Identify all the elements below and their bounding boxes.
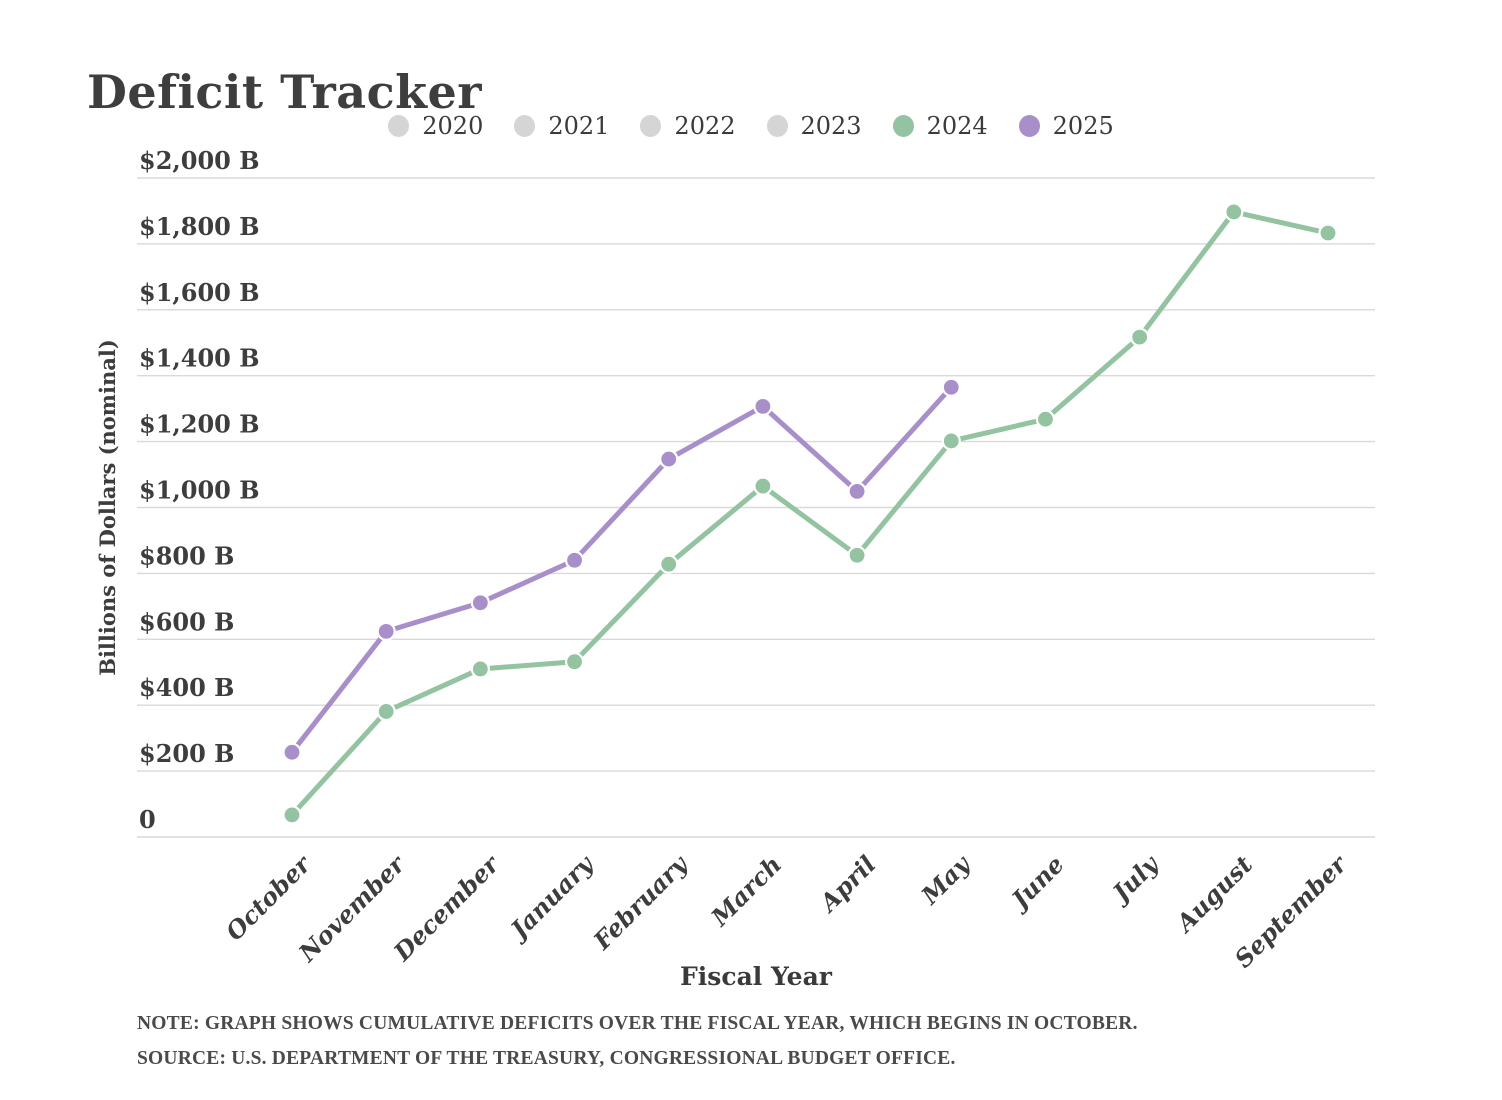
- deficit-line-chart: $2,000 B $1,800 B $1,600 B $1,400 B $1,200 B…: [95, 146, 1375, 991]
- data-point-2024-February[interactable]: [659, 554, 679, 574]
- y-axis-title: Billions of Dollars (nominal): [95, 339, 120, 676]
- legend-dot-icon: [892, 115, 914, 137]
- y-axis-tick-label: $2,000 B: [139, 146, 260, 175]
- data-point-2024-October[interactable]: [282, 805, 302, 825]
- data-point-2025-December[interactable]: [470, 593, 490, 613]
- y-axis-tick-label: $1,400 B: [139, 344, 260, 373]
- data-point-2025-February[interactable]: [659, 449, 679, 469]
- y-axis-tick-label: $1,200 B: [139, 410, 260, 439]
- legend-item-2023[interactable]: 2023: [766, 112, 862, 140]
- y-axis-tick-label: $1,000 B: [139, 476, 260, 505]
- x-axis-tick-label: October: [220, 848, 318, 946]
- legend-dot-icon: [514, 115, 536, 137]
- x-axis-tick-label: July: [1104, 848, 1165, 909]
- y-axis-tick-label: $800 B: [139, 541, 234, 570]
- y-axis-tick-label: $1,800 B: [139, 212, 260, 241]
- y-axis-tick-label: 0: [139, 805, 156, 834]
- x-axis-tick-label: March: [705, 850, 788, 933]
- x-axis-tick-label: February: [587, 848, 695, 956]
- y-axis-tick-label: $400 B: [139, 673, 234, 702]
- data-point-2025-November[interactable]: [376, 621, 396, 641]
- series-line-2024: [289, 209, 1331, 818]
- x-axis-title: Fiscal Year: [680, 962, 833, 991]
- legend-dot-icon: [388, 115, 410, 137]
- data-point-2024-April[interactable]: [847, 545, 867, 565]
- chart-source: SOURCE: U.S. DEPARTMENT OF THE TREASURY,…: [137, 1048, 956, 1069]
- x-axis-tick-label: May: [915, 848, 977, 910]
- legend: 2020 2021 2022 2023 2024 2025: [0, 112, 1502, 140]
- data-point-2025-April[interactable]: [847, 481, 867, 501]
- data-point-2024-November[interactable]: [376, 701, 396, 722]
- legend-item-2022[interactable]: 2022: [640, 112, 736, 140]
- chart-note: NOTE: GRAPH SHOWS CUMULATIVE DEFICITS OV…: [137, 1013, 1138, 1034]
- data-point-2024-December[interactable]: [470, 659, 490, 679]
- legend-item-2021[interactable]: 2021: [514, 112, 609, 140]
- y-axis-tick-label: $200 B: [139, 739, 234, 768]
- legend-item-label: 2024: [926, 112, 988, 140]
- x-axis-tick-label: June: [1003, 850, 1070, 917]
- legend-item-2020[interactable]: 2020: [388, 112, 483, 140]
- y-axis-tick-label: $600 B: [139, 607, 234, 636]
- data-point-2024-May[interactable]: [941, 431, 961, 451]
- y-axis-tick-label: $1,600 B: [139, 278, 260, 307]
- legend-item-label: 2022: [674, 112, 736, 140]
- legend-dot-icon: [766, 115, 788, 137]
- data-point-2025-May[interactable]: [941, 377, 961, 397]
- legend-dot-icon: [1018, 115, 1040, 137]
- x-axis-tick-label: August: [1169, 850, 1258, 939]
- data-point-2025-October[interactable]: [282, 742, 302, 762]
- data-point-2025-January[interactable]: [564, 550, 585, 570]
- data-point-2025-March[interactable]: [753, 396, 773, 416]
- data-point-2024-July[interactable]: [1130, 327, 1150, 347]
- data-point-2024-September[interactable]: [1318, 223, 1338, 243]
- x-axis-tick-label: January: [502, 848, 600, 946]
- legend-item-label: 2020: [422, 112, 484, 140]
- legend-item-label: 2025: [1052, 112, 1114, 140]
- legend-item-label: 2023: [800, 112, 862, 140]
- series-line-2025: [289, 384, 954, 755]
- data-point-2024-March[interactable]: [753, 476, 773, 496]
- data-point-2024-January[interactable]: [564, 652, 585, 672]
- x-axis-tick-label: April: [813, 850, 882, 919]
- data-point-2024-August[interactable]: [1224, 202, 1244, 222]
- data-point-2024-June[interactable]: [1035, 409, 1056, 429]
- legend-item-2024[interactable]: 2024: [892, 112, 988, 140]
- legend-item-label: 2021: [548, 112, 610, 140]
- legend-dot-icon: [640, 115, 662, 137]
- page-title: Deficit Tracker: [87, 64, 482, 119]
- legend-item-2025[interactable]: 2025: [1018, 112, 1114, 140]
